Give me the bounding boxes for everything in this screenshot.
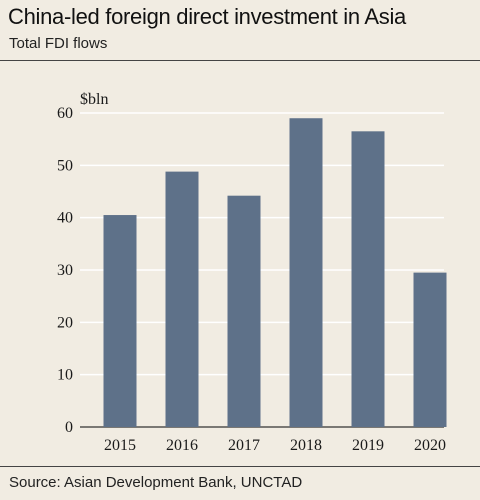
x-tick-label: 2016 [166,437,198,454]
y-tick-label: 20 [57,314,73,331]
bar-2020 [413,272,447,427]
bar-2018 [289,118,323,427]
y-tick-label: 30 [57,262,73,279]
chart-subtitle: Total FDI flows [9,35,108,52]
header-divider [0,60,480,61]
y-tick-layer: 0 10 20 30 40 50 60 [57,105,73,436]
bar-2016 [165,171,199,427]
bar-layer [103,118,447,428]
x-tick-layer: 2015 2016 2017 2018 2019 2020 [104,437,446,454]
x-tick-label: 2019 [352,437,384,454]
x-tick-label: 2020 [414,437,446,454]
footer-divider [0,466,480,467]
x-tick-label: 2015 [104,437,136,454]
source-note: Source: Asian Development Bank, UNCTAD [9,474,303,491]
y-unit-label: $bln [80,91,108,108]
bar-2015 [103,215,137,427]
chart-title: China-led foreign direct investment in A… [8,4,406,29]
x-tick-label: 2017 [228,437,260,454]
bar-2017 [227,195,261,427]
y-tick-label: 0 [65,419,73,436]
y-tick-label: 40 [57,210,73,227]
y-tick-label: 60 [57,105,73,122]
y-tick-label: 10 [57,367,73,384]
x-tick-label: 2018 [290,437,322,454]
y-tick-label: 50 [57,157,73,174]
bar-2019 [351,131,385,428]
